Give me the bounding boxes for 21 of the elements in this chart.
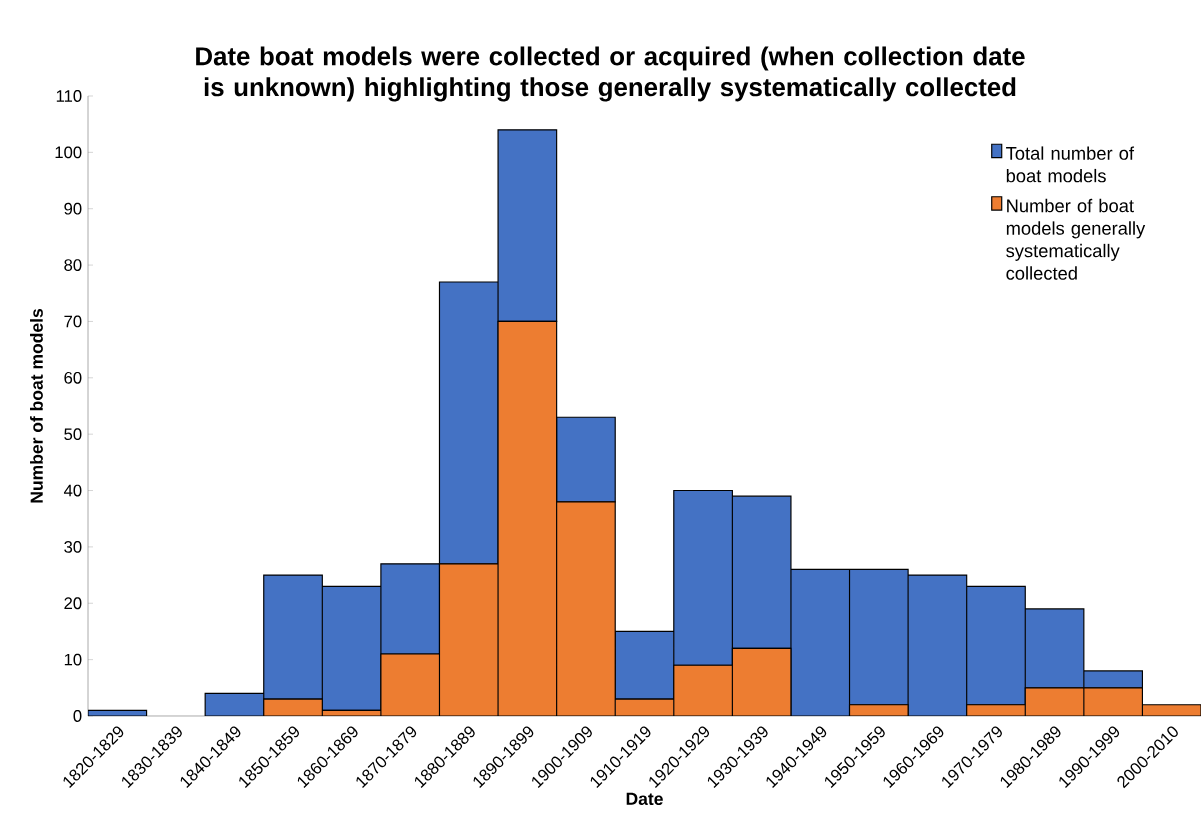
y-tick-label: 60 [64,371,82,384]
bar [556,416,616,503]
bar [438,281,499,565]
y-tick-label: 50 [64,428,82,441]
y-axis-title: Number of boat models [30,308,43,503]
y-tick-label: 40 [63,484,82,497]
y-tick-label: 100 [55,146,82,159]
bar [497,129,558,323]
legend-label: Total number of boat models [1006,146,1135,183]
legend-label: Number of boat models generally systematically collected [1006,198,1146,280]
y-tick-label: 70 [64,315,82,328]
chart-title: Date boat models were collected or acquired (when collection date is unknown) highlighting those generally systematically collected [196,46,1025,102]
y-tick-label: 20 [64,597,82,610]
y-tick-label: 30 [64,541,82,553]
y-tick-label: 0 [73,710,82,722]
y-tick-label: 110 [56,90,82,102]
y-tick-label: 10 [64,653,82,666]
x-axis-title: Date [626,792,663,805]
bar [380,563,441,655]
y-tick-label: 80 [64,259,82,271]
y-tick-label: 90 [64,202,82,215]
